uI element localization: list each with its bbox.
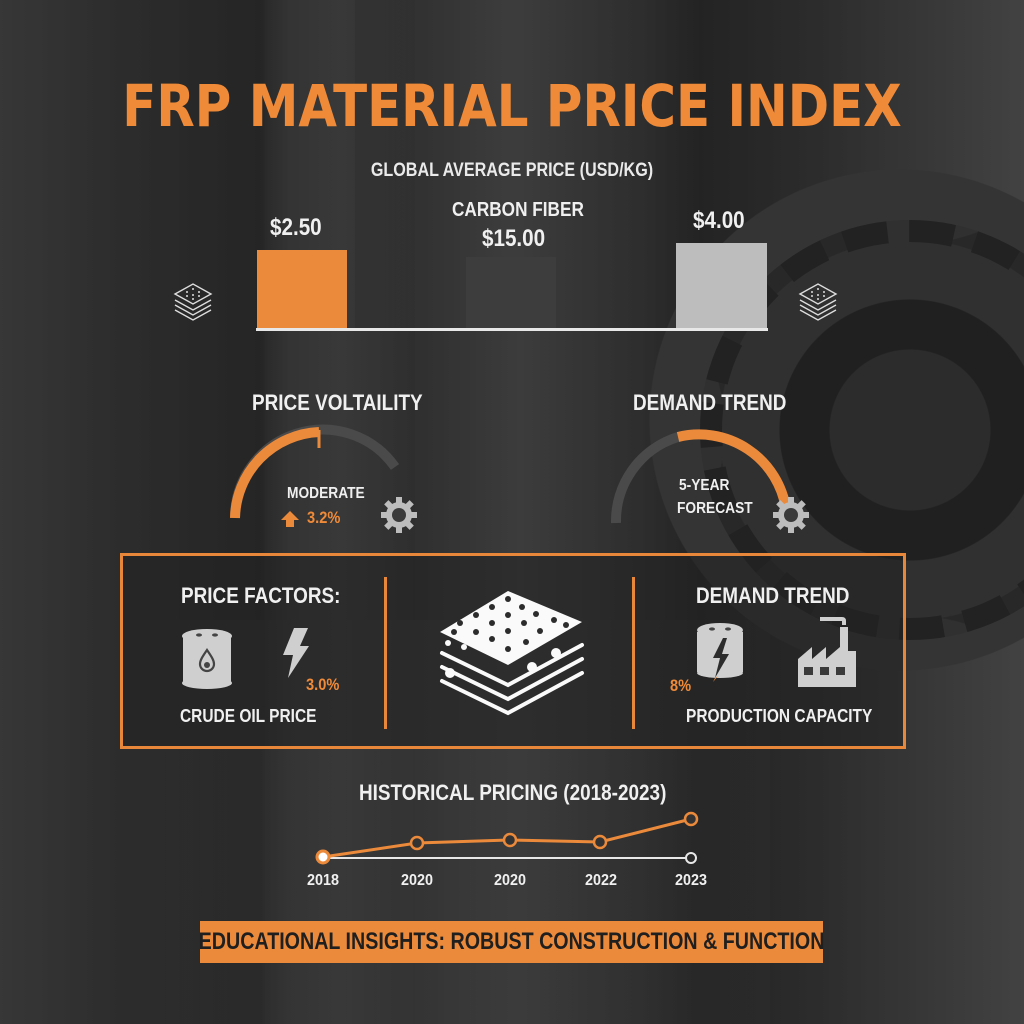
x-tick-2: 2020	[400, 872, 434, 889]
demand-arc	[610, 429, 791, 524]
bar-2	[466, 257, 556, 329]
bar-1-value: $2.50	[270, 214, 322, 241]
gear-icon	[381, 497, 417, 533]
demand-trend-title: DEMAND TREND	[696, 583, 850, 608]
volatility-level: MODERATE	[287, 485, 365, 502]
x-tick-4: 2022	[584, 872, 618, 889]
demand-gauge-title: DEMAND TREND	[633, 390, 787, 415]
educational-insights-banner: EDUCATIONAL INSIGHTS: ROBUST CONSTRUCTIO…	[198, 921, 825, 963]
oil-barrel-icon	[182, 629, 232, 689]
x-tick-1: 2018	[306, 872, 340, 889]
factors-panel	[120, 553, 906, 749]
power-spool-icon	[697, 623, 743, 682]
volatility-arc	[229, 424, 400, 519]
material-layers-icon	[173, 283, 213, 321]
composite-layers-icon	[440, 591, 584, 716]
price-chart-subtitle: GLOBAL AVERAGE PRICE (USD/KG)	[370, 160, 654, 181]
demand-caption-line1: 5-YEAR	[679, 477, 730, 494]
bar-2-value: $15.00	[482, 225, 546, 252]
factory-icon	[798, 617, 856, 687]
page-title: FRP MATERIAL PRICE INDEX	[122, 72, 902, 140]
production-capacity-caption: PRODUCTION CAPACITY	[686, 706, 873, 726]
lightning-bolt-icon	[283, 628, 309, 678]
bar-2-label: CARBON FIBER	[452, 199, 584, 221]
history-plot	[315, 811, 699, 865]
energy-value: 3.0%	[306, 675, 340, 694]
panel-divider-left	[384, 577, 387, 729]
crude-oil-caption: CRUDE OIL PRICE	[180, 706, 317, 726]
volatility-title: PRICE VOLTAILITY	[252, 390, 423, 415]
bar-chart-baseline	[256, 328, 768, 331]
volatility-change: 3.2%	[307, 508, 341, 527]
arrow-up-icon	[281, 511, 299, 527]
demand-value: 8%	[670, 676, 692, 695]
bar-1	[257, 250, 347, 329]
bar-3-value: $4.00	[693, 207, 745, 234]
price-factors-title: PRICE FACTORS:	[181, 583, 341, 608]
x-tick-3: 2020	[493, 872, 527, 889]
history-title: HISTORICAL PRICING (2018-2023)	[359, 780, 667, 805]
bar-3	[676, 243, 767, 329]
material-layers-icon	[798, 283, 838, 321]
gear-icon	[773, 497, 809, 533]
demand-caption-line2: FORECAST	[677, 500, 753, 517]
x-tick-5: 2023	[674, 872, 708, 889]
banner-text: EDUCATIONAL INSIGHTS: ROBUST CONSTRUCTIO…	[198, 928, 825, 955]
panel-divider-right	[632, 577, 635, 729]
